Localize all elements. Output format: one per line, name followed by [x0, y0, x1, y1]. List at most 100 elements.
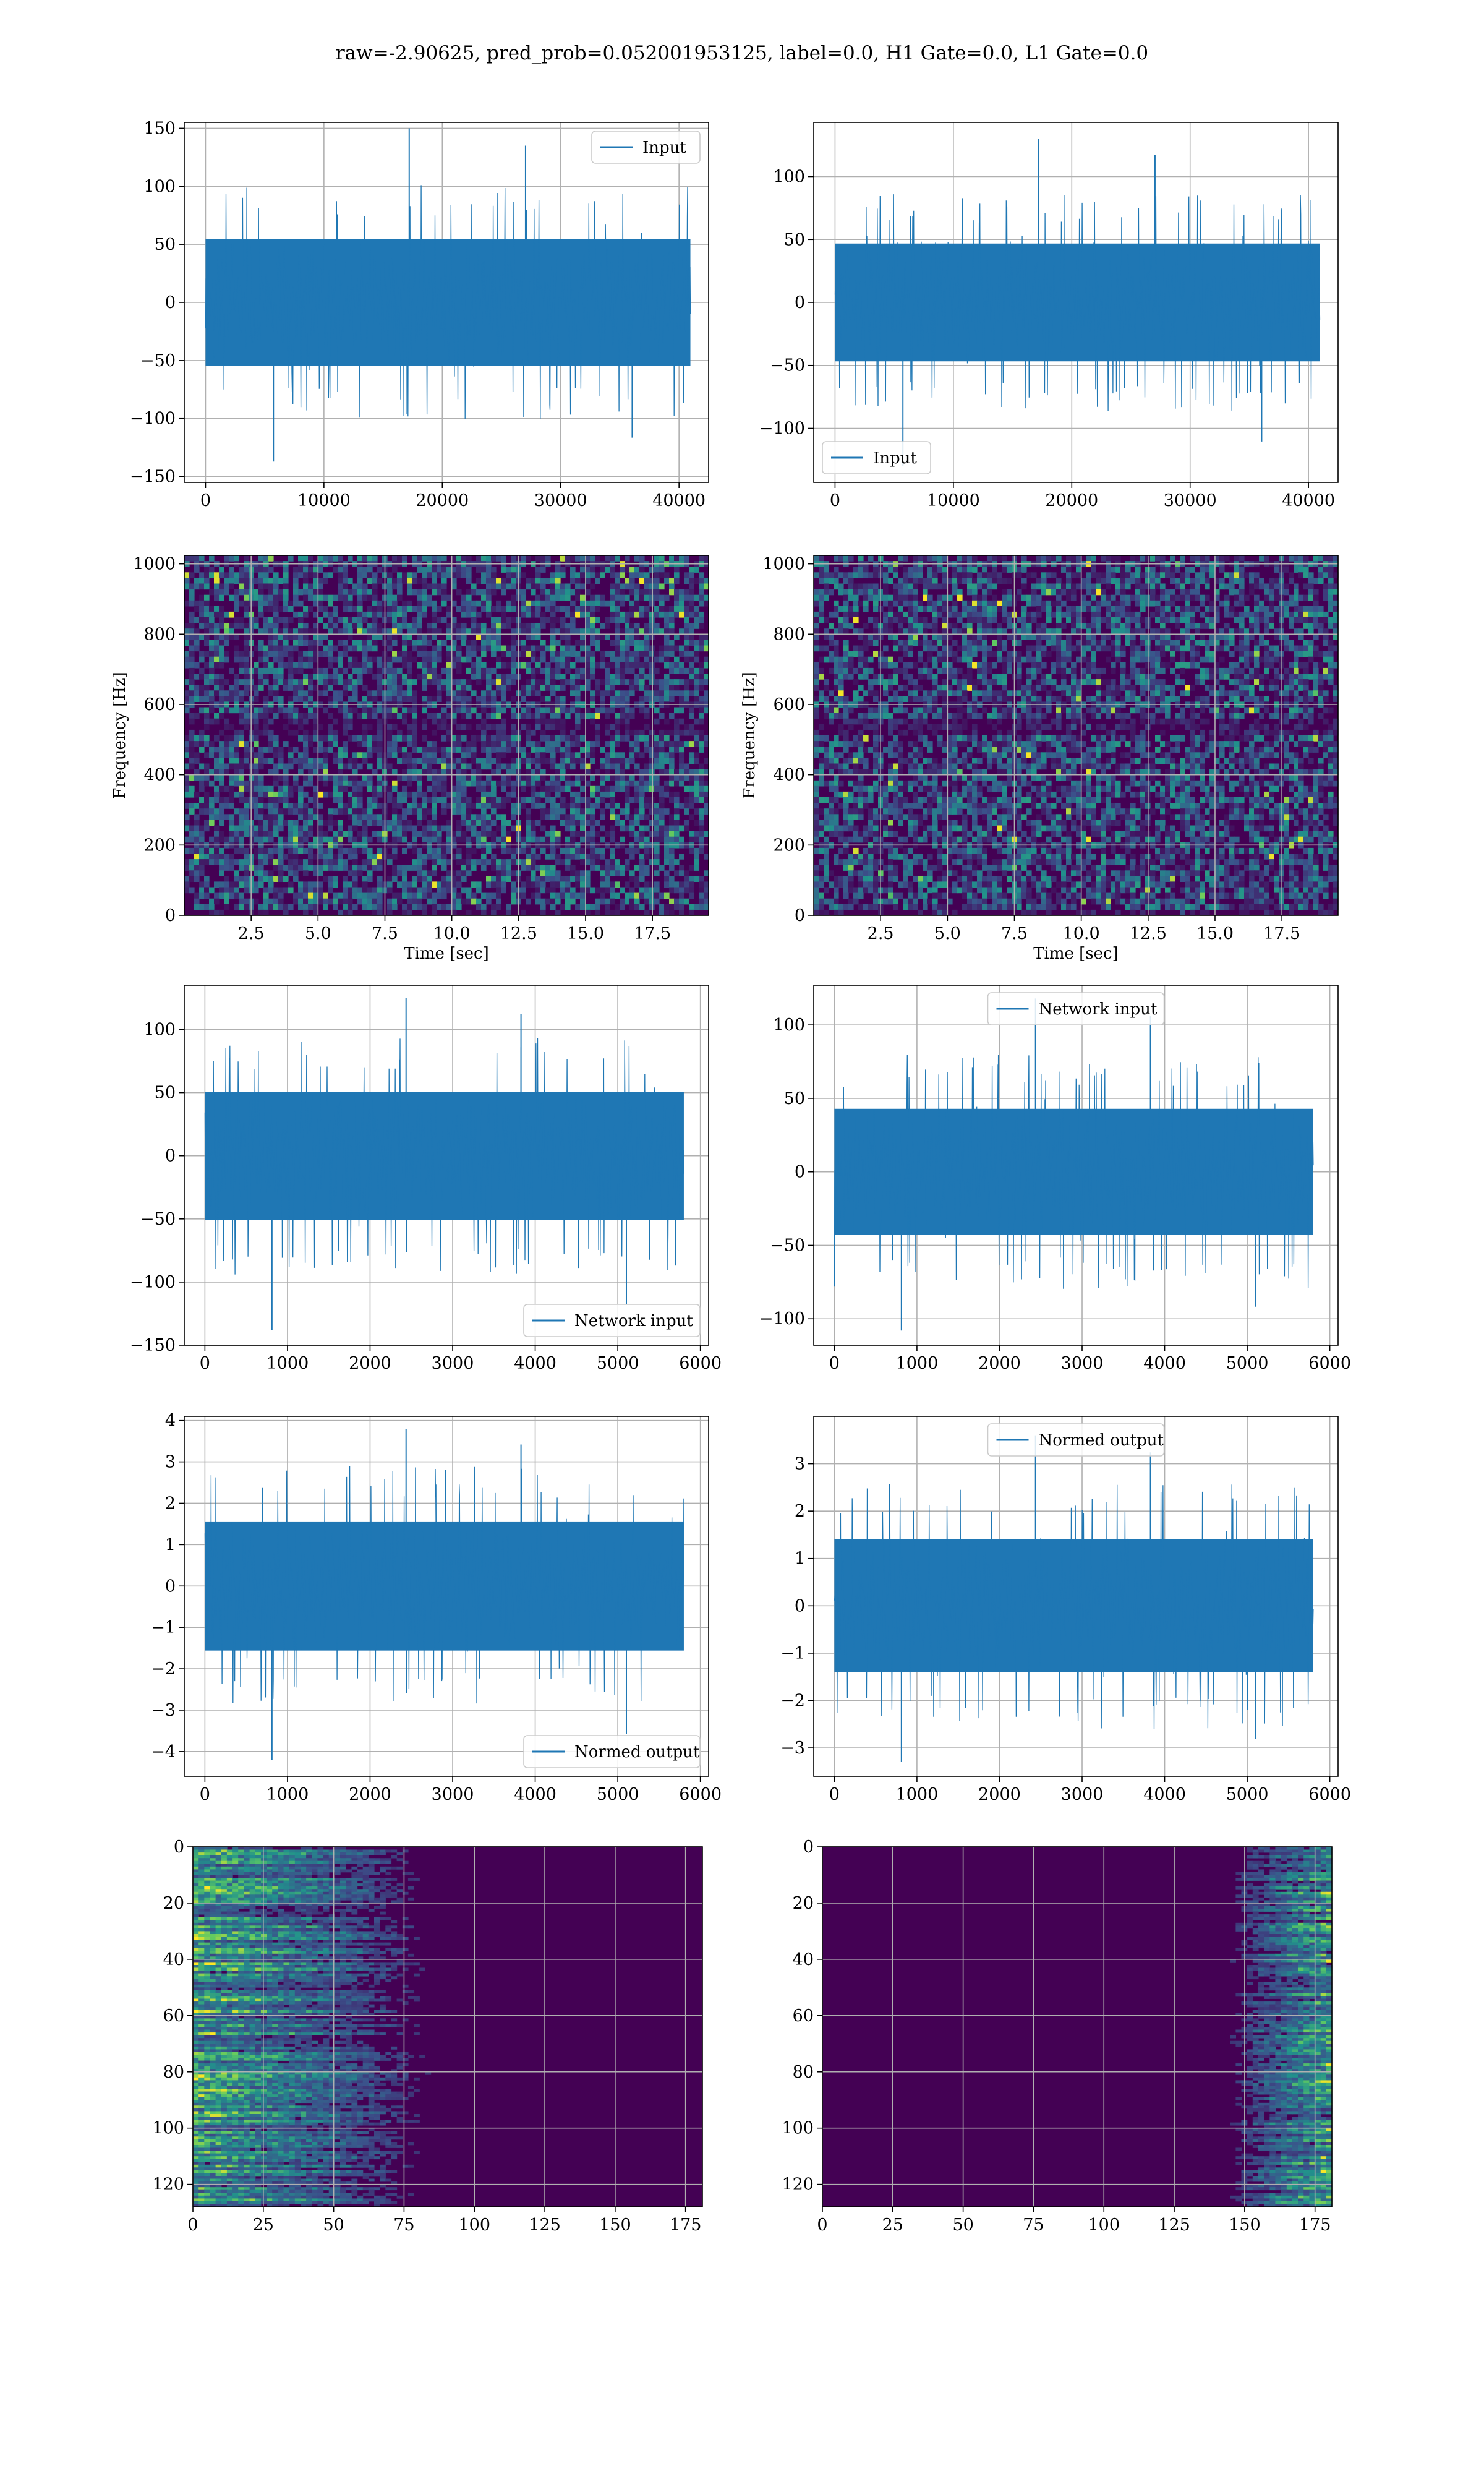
heatmap-cell: [535, 887, 541, 894]
heatmap-cell: [283, 904, 289, 910]
heatmap-cell: [338, 831, 343, 837]
heatmap-cell: [496, 780, 501, 787]
heatmap-cell: [625, 718, 630, 725]
heatmap-cell: [303, 729, 309, 736]
heatmap-cell: [540, 881, 546, 888]
heatmap-cell: [234, 651, 239, 657]
heatmap-cell: [654, 583, 660, 590]
heatmap-cell: [694, 640, 699, 646]
heatmap-cell: [298, 662, 304, 669]
heatmap-cell: [209, 718, 215, 725]
heatmap-cell: [343, 578, 348, 584]
heatmap-cell: [644, 909, 650, 916]
heatmap-cell: [348, 594, 353, 601]
heatmap-cell: [278, 865, 284, 871]
heatmap-cell: [669, 887, 675, 894]
heatmap-cell: [372, 814, 378, 820]
heatmap-cell: [387, 628, 393, 635]
heatmap-cell: [669, 909, 675, 916]
heatmap-cell: [674, 572, 680, 578]
heatmap-cell: [679, 600, 684, 607]
heatmap-cell: [620, 628, 625, 635]
heatmap-cell: [199, 881, 205, 888]
heatmap-cell: [595, 679, 600, 685]
heatmap-cell: [605, 791, 610, 798]
heatmap-cell: [644, 847, 650, 854]
heatmap-cell: [585, 820, 591, 826]
heatmap-cell: [644, 814, 650, 820]
heatmap-cell: [615, 780, 620, 787]
heatmap-cell: [610, 892, 615, 899]
heatmap-cell: [634, 747, 640, 753]
heatmap-cell: [664, 617, 670, 623]
heatmap-cell: [585, 752, 591, 758]
heatmap-cell: [412, 847, 417, 854]
heatmap-cell: [451, 747, 457, 753]
heatmap-cell: [318, 606, 323, 612]
heatmap-cell: [689, 909, 694, 916]
heatmap-cell: [362, 859, 368, 865]
heatmap-cell: [476, 831, 482, 837]
heatmap-cell: [639, 567, 645, 573]
heatmap-cell: [545, 747, 551, 753]
heatmap-cell: [595, 662, 600, 669]
heatmap-cell: [362, 707, 368, 714]
heatmap-cell: [367, 752, 373, 758]
heatmap-cell: [239, 892, 244, 899]
heatmap-cell: [224, 769, 229, 776]
heatmap-cell: [674, 898, 680, 905]
y-tick-label: 800: [143, 625, 176, 644]
heatmap-cell: [352, 623, 358, 629]
heatmap-cell: [333, 876, 338, 882]
heatmap-cell: [422, 724, 427, 730]
heatmap-cell: [318, 634, 323, 640]
heatmap-cell: [550, 741, 556, 747]
heatmap-cell: [258, 645, 264, 652]
heatmap-cell: [888, 567, 893, 573]
heatmap-cell: [555, 814, 561, 820]
heatmap-cell: [550, 887, 556, 894]
heatmap-cell: [422, 640, 427, 646]
heatmap-cell: [565, 651, 571, 657]
heatmap-cell: [620, 752, 625, 758]
heatmap-cell: [669, 747, 675, 753]
heatmap-cell: [407, 690, 412, 696]
heatmap-cell: [298, 567, 304, 573]
heatmap-cell: [689, 713, 694, 719]
heatmap-cell: [427, 763, 432, 770]
heatmap-cell: [357, 667, 363, 674]
heatmap-cell: [372, 904, 378, 910]
heatmap-cell: [664, 628, 670, 635]
heatmap-cell: [664, 572, 670, 578]
heatmap-cell: [427, 752, 432, 758]
heatmap-cell: [427, 741, 432, 747]
heatmap-cell: [194, 583, 200, 590]
heatmap-cell: [699, 634, 704, 640]
heatmap-cell: [189, 803, 195, 809]
heatmap-cell: [234, 887, 239, 894]
heatmap-cell: [392, 876, 398, 882]
heatmap-cell: [620, 825, 625, 832]
heatmap-cell: [545, 617, 551, 623]
heatmap-cell: [333, 865, 338, 871]
heatmap-cell: [367, 892, 373, 899]
heatmap-cell: [629, 797, 635, 803]
heatmap-cell: [451, 854, 457, 860]
heatmap-cell: [590, 854, 595, 860]
heatmap-cell: [629, 898, 635, 905]
heatmap-cell: [570, 752, 576, 758]
heatmap-cell: [209, 628, 215, 635]
heatmap-cell: [204, 679, 210, 685]
heatmap-cell: [540, 685, 546, 691]
heatmap-cell: [352, 640, 358, 646]
heatmap-cell: [343, 583, 348, 590]
heatmap-cell: [669, 774, 675, 781]
heatmap-cell: [461, 555, 467, 562]
heatmap-cell: [526, 555, 531, 562]
heatmap-cell: [491, 651, 497, 657]
heatmap-cell: [278, 707, 284, 714]
heatmap-cell: [496, 640, 501, 646]
heatmap-cell: [219, 831, 224, 837]
heatmap-cell: [432, 572, 437, 578]
heatmap-cell: [263, 583, 269, 590]
